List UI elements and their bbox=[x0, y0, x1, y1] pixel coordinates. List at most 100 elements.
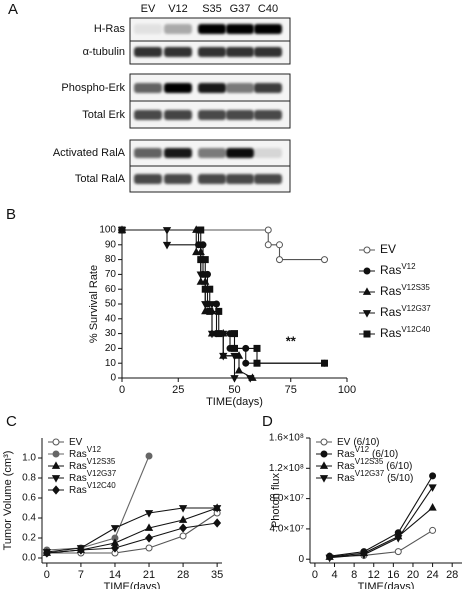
legend-name: EV bbox=[69, 437, 83, 448]
y-tick-label: 80 bbox=[105, 254, 117, 265]
marker bbox=[201, 256, 209, 264]
legend-superscript: V12G37 bbox=[87, 469, 117, 478]
band bbox=[134, 174, 162, 184]
legend-label: EV bbox=[69, 437, 83, 448]
legend-superscript: V12S35 bbox=[401, 283, 430, 292]
marker bbox=[253, 359, 261, 367]
marker bbox=[178, 505, 188, 513]
legend-label: EV bbox=[380, 242, 396, 256]
legend-name: Ras bbox=[337, 461, 355, 472]
band bbox=[134, 47, 162, 57]
x-tick-label: 21 bbox=[143, 569, 155, 581]
y-tick-label: 0.6 bbox=[22, 493, 36, 504]
legend-suffix: (6/10) bbox=[386, 461, 412, 472]
marker bbox=[212, 505, 222, 513]
marker bbox=[276, 241, 283, 249]
marker bbox=[178, 515, 188, 523]
marker bbox=[76, 545, 85, 555]
legend-name: Ras bbox=[69, 485, 87, 496]
band bbox=[164, 174, 192, 184]
marker bbox=[207, 301, 217, 309]
legend-superscript: V12 bbox=[87, 445, 102, 454]
legend-marker bbox=[319, 475, 329, 483]
panel-label: B bbox=[6, 206, 16, 223]
x-tick-label: 0 bbox=[119, 384, 125, 396]
legend-marker bbox=[320, 450, 328, 458]
marker bbox=[179, 532, 187, 540]
legend-marker bbox=[52, 438, 60, 446]
band bbox=[254, 83, 282, 93]
y-tick-label: 0.8 bbox=[22, 473, 36, 484]
x-tick-label: 4 bbox=[331, 569, 337, 581]
legend-label: RasV12 bbox=[380, 262, 416, 277]
marker bbox=[428, 503, 437, 511]
band bbox=[134, 110, 162, 120]
row-label: H-Ras bbox=[94, 23, 126, 35]
series-line bbox=[46, 455, 150, 551]
x-tick-label: 24 bbox=[426, 569, 438, 581]
band bbox=[198, 47, 226, 57]
marker bbox=[321, 256, 328, 264]
legend-name: Ras bbox=[337, 473, 355, 484]
x-tick-label: 0 bbox=[312, 569, 318, 581]
band bbox=[226, 83, 254, 93]
marker bbox=[215, 330, 223, 338]
band bbox=[198, 24, 226, 34]
panel-label: C bbox=[6, 413, 17, 430]
legend-name: Ras bbox=[69, 473, 87, 484]
marker bbox=[145, 452, 153, 460]
marker bbox=[144, 510, 154, 518]
legend-label: RasV12G37 bbox=[69, 469, 117, 484]
marker bbox=[179, 523, 188, 533]
marker bbox=[231, 330, 238, 338]
y-tick-label: 100 bbox=[99, 225, 116, 236]
marker bbox=[206, 307, 214, 315]
legend-suffix: (5/10) bbox=[387, 473, 413, 484]
marker bbox=[230, 352, 239, 361]
marker bbox=[42, 548, 51, 558]
legend-name: Ras bbox=[380, 326, 401, 340]
lane-label: V12 bbox=[168, 3, 188, 15]
lane-label: C40 bbox=[258, 3, 278, 15]
band bbox=[254, 148, 282, 158]
band bbox=[254, 174, 282, 184]
marker bbox=[429, 472, 437, 480]
legend-label: RasV12S35 bbox=[380, 283, 430, 298]
marker bbox=[394, 548, 402, 556]
y-tick-label: 30 bbox=[105, 328, 117, 339]
row-label: α-tubulin bbox=[83, 46, 125, 58]
marker bbox=[359, 551, 369, 560]
x-tick-label: 20 bbox=[407, 569, 419, 581]
marker bbox=[429, 526, 437, 534]
y-tick-label: 0.4 bbox=[22, 513, 36, 524]
row-label: Total RalA bbox=[75, 173, 126, 185]
x-tick-label: 28 bbox=[446, 569, 458, 581]
y-tick-label: 4.0×10⁷ bbox=[270, 524, 305, 535]
legend-label: RasV12S35 (6/10) bbox=[337, 457, 412, 472]
legend-suffix: (6/10) bbox=[372, 449, 398, 460]
band bbox=[164, 47, 192, 57]
series-line bbox=[46, 522, 218, 554]
band bbox=[226, 24, 254, 34]
x-tick-label: 35 bbox=[211, 569, 223, 581]
marker bbox=[246, 375, 255, 383]
legend-marker bbox=[51, 475, 61, 483]
legend-label: RasV12G37 (5/10) bbox=[337, 469, 413, 484]
legend-superscript: V12C40 bbox=[401, 325, 430, 334]
band bbox=[134, 83, 162, 93]
legend-marker bbox=[362, 310, 372, 318]
marker bbox=[219, 352, 228, 361]
legend-marker bbox=[51, 461, 61, 469]
y-tick-label: 50 bbox=[105, 299, 117, 310]
marker bbox=[234, 365, 244, 374]
marker bbox=[145, 544, 153, 552]
x-axis-label: TIME(days) bbox=[206, 396, 263, 408]
annotation: ** bbox=[286, 333, 297, 348]
marker bbox=[144, 523, 154, 531]
marker bbox=[321, 359, 328, 367]
marker bbox=[197, 226, 205, 234]
band bbox=[254, 47, 282, 57]
legend-name: Ras bbox=[380, 305, 401, 319]
x-tick-label: 16 bbox=[387, 569, 399, 581]
